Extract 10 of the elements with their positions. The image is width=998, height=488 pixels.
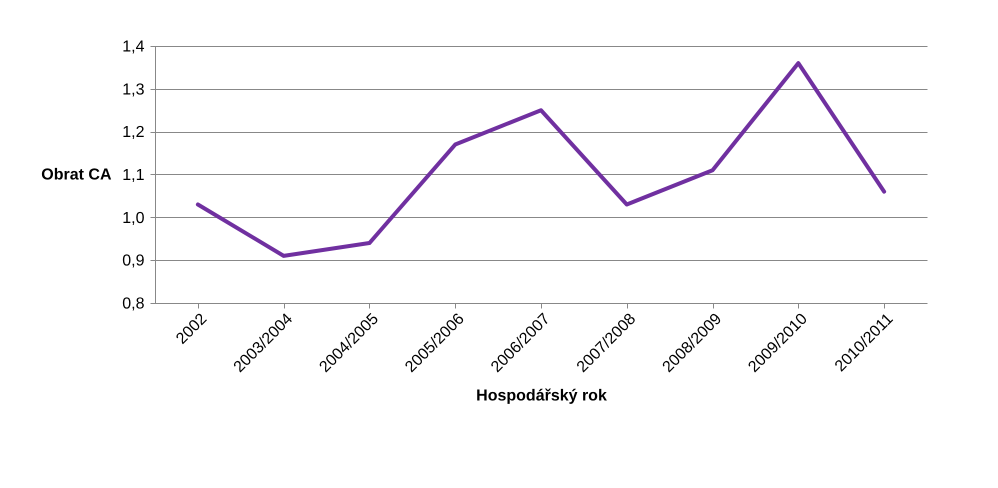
line-series [196, 61, 886, 258]
y-tick-label: 1,0 [122, 210, 145, 227]
y-tick-label: 0,8 [122, 296, 145, 312]
y-axis-title: Obrat CA [41, 166, 112, 184]
y-tick-label: 1,3 [122, 81, 145, 98]
y-tick-label: 1,2 [122, 124, 145, 142]
y-tick-label: 1,4 [122, 38, 145, 56]
x-axis-title: Hospodářský rok [476, 387, 607, 404]
y-tick-label: 0,9 [122, 252, 145, 270]
y-tick-label: 1,1 [122, 167, 145, 184]
